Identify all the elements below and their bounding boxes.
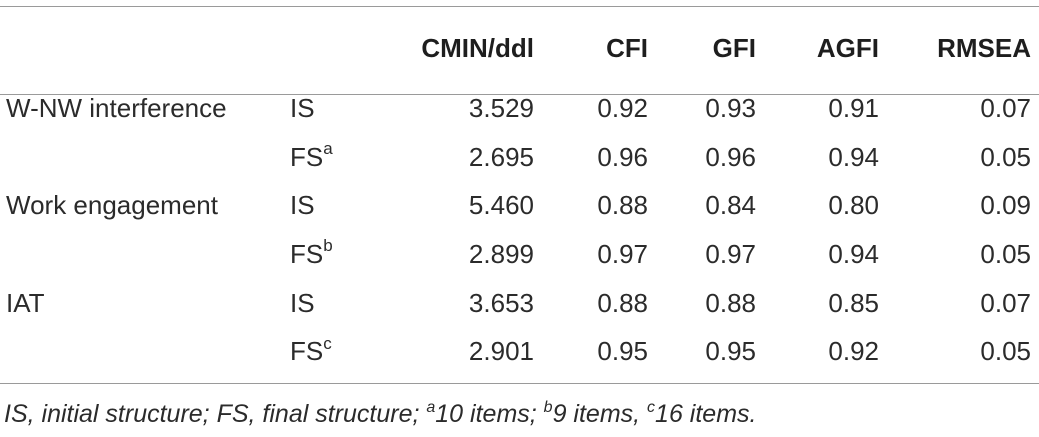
group-cell <box>0 327 290 376</box>
agfi-cell: 0.85 <box>828 287 879 318</box>
structure-label: IS <box>290 287 315 318</box>
cmin-cell: 3.653 <box>468 287 534 318</box>
group-cell: Work engagement <box>6 190 218 221</box>
agfi-cell: 0.91 <box>828 93 879 124</box>
structure-cell: FSa <box>290 133 388 182</box>
agfi-cell: 0.94 <box>828 141 879 172</box>
structure-label: FS <box>290 239 324 270</box>
gfi-cell: 0.88 <box>705 287 756 318</box>
gfi-cell: 0.84 <box>705 190 756 221</box>
header-cmin: CMIN/ddl <box>421 33 534 63</box>
header-rule <box>0 94 1039 95</box>
agfi-cell: 0.92 <box>828 336 879 367</box>
cmin-cell: 2.901 <box>468 336 534 367</box>
rmsea-cell: 0.07 <box>980 93 1031 124</box>
structure-sup: b <box>323 236 333 256</box>
table-row: IAT IS 3.653 0.88 0.88 0.85 0.07 <box>0 278 1039 327</box>
group-cell <box>0 133 290 182</box>
cfi-cell: 0.96 <box>597 141 648 172</box>
structure-cell: FSb <box>290 230 388 279</box>
header-gfi: GFI <box>712 33 756 63</box>
table-footnote: IS, initial structure; FS, final structu… <box>4 398 757 429</box>
rmsea-cell: 0.05 <box>980 336 1031 367</box>
structure-sup: c <box>323 333 332 353</box>
agfi-cell: 0.94 <box>828 239 879 270</box>
gfi-cell: 0.95 <box>705 336 756 367</box>
structure-label: FS <box>290 336 324 367</box>
rmsea-cell: 0.07 <box>980 287 1031 318</box>
table-row: FSa 2.695 0.96 0.96 0.94 0.05 <box>0 133 1039 182</box>
rmsea-cell: 0.05 <box>980 239 1031 270</box>
footnote-text-4: 16 items. <box>655 400 757 428</box>
footnote-text-3: 9 items, <box>552 400 648 428</box>
table-row: FSb 2.899 0.97 0.97 0.94 0.05 <box>0 230 1039 279</box>
footnote-sup-c: c <box>647 398 656 416</box>
cfi-cell: 0.92 <box>597 93 648 124</box>
header-structure <box>290 24 388 72</box>
structure-label: FS <box>290 141 324 172</box>
gfi-cell: 0.96 <box>705 141 756 172</box>
gfi-cell: 0.97 <box>705 239 756 270</box>
footnote-text-2: 10 items; <box>435 400 544 428</box>
top-rule <box>0 6 1039 7</box>
footnote-text-1: IS, initial structure; FS, final structu… <box>4 400 427 428</box>
rmsea-cell: 0.05 <box>980 141 1031 172</box>
structure-label: IS <box>290 93 315 124</box>
group-cell: IAT <box>6 287 45 318</box>
header-rmsea: RMSEA <box>937 33 1031 63</box>
structure-cell: IS <box>290 72 388 133</box>
cfi-cell: 0.95 <box>597 336 648 367</box>
structure-cell: FSc <box>290 327 388 376</box>
gfi-cell: 0.93 <box>705 93 756 124</box>
footnote-sup-a: a <box>426 398 436 416</box>
header-row: CMIN/ddl CFI GFI AGFI RMSEA <box>0 24 1039 72</box>
table-row: FSc 2.901 0.95 0.95 0.92 0.05 <box>0 327 1039 376</box>
structure-label: IS <box>290 190 315 221</box>
cfi-cell: 0.88 <box>597 287 648 318</box>
cfi-cell: 0.97 <box>597 239 648 270</box>
header-group <box>0 24 290 72</box>
rmsea-cell: 0.09 <box>980 190 1031 221</box>
cfi-cell: 0.88 <box>597 190 648 221</box>
cmin-cell: 3.529 <box>468 93 534 124</box>
bottom-rule <box>0 383 1039 384</box>
structure-cell: IS <box>290 278 388 327</box>
table-row: W-NW interference IS 3.529 0.92 0.93 0.9… <box>0 72 1039 133</box>
header-agfi: AGFI <box>816 33 879 63</box>
cmin-cell: 5.460 <box>468 190 534 221</box>
agfi-cell: 0.80 <box>828 190 879 221</box>
structure-cell: IS <box>290 181 388 230</box>
fit-indices-table: CMIN/ddl CFI GFI AGFI RMSEA W-NW interfe… <box>0 24 1039 376</box>
footnote-sup-b: b <box>543 398 553 416</box>
cmin-cell: 2.899 <box>468 239 534 270</box>
cmin-cell: 2.695 <box>468 141 534 172</box>
group-cell <box>0 230 290 279</box>
header-cfi: CFI <box>606 33 648 63</box>
structure-sup: a <box>323 139 333 159</box>
group-cell: W-NW interference <box>6 93 227 124</box>
table-row: Work engagement IS 5.460 0.88 0.84 0.80 … <box>0 181 1039 230</box>
